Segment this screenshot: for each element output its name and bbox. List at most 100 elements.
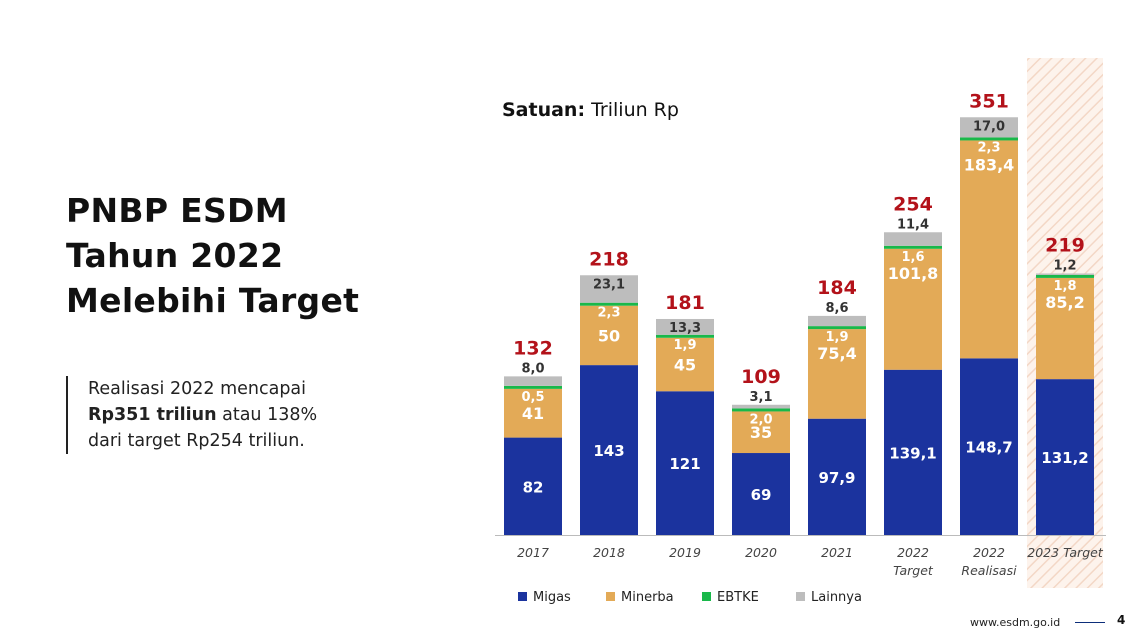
data-label-ebtke-1: 2,3 bbox=[597, 306, 620, 321]
total-label-4: 184 bbox=[817, 277, 857, 299]
total-label-7: 219 bbox=[1045, 234, 1085, 256]
bar-ebtke-4 bbox=[808, 326, 866, 330]
data-label-minerba-6: 183,4 bbox=[964, 155, 1015, 174]
bar-lainnya-6 bbox=[960, 117, 1018, 138]
bar-ebtke-2 bbox=[656, 334, 714, 338]
bar-minerba-1 bbox=[580, 305, 638, 366]
bar-migas-4 bbox=[808, 418, 866, 535]
data-label-migas-5: 139,1 bbox=[889, 444, 936, 462]
headline: PNBP ESDM Tahun 2022 Melebihi Target bbox=[66, 188, 396, 323]
legend-label-ebtke: EBTKE bbox=[717, 590, 759, 605]
page-number: 4 bbox=[1117, 613, 1126, 627]
data-label-ebtke-7: 1,8 bbox=[1053, 279, 1076, 294]
x-tick-label-3-0: 2020 bbox=[745, 545, 777, 560]
summary-line-3: dari target Rp254 triliun. bbox=[88, 431, 305, 451]
bar-minerba-4 bbox=[808, 329, 866, 419]
data-label-minerba-5: 101,8 bbox=[888, 264, 939, 283]
bar-ebtke-1 bbox=[580, 302, 638, 306]
bar-migas-0 bbox=[504, 437, 562, 535]
data-label-lainnya-1: 23,1 bbox=[593, 277, 625, 292]
bar-ebtke-5 bbox=[884, 245, 942, 249]
bar-minerba-0 bbox=[504, 388, 562, 438]
unit-label: Satuan: Triliun Rp bbox=[502, 99, 679, 121]
bar-lainnya-0 bbox=[504, 376, 562, 386]
x-tick-label-7-0: 2023 Target bbox=[1027, 545, 1104, 560]
summary-amount: Rp351 triliun bbox=[88, 405, 217, 425]
bar-lainnya-2 bbox=[656, 318, 714, 335]
headline-line-1: PNBP ESDM bbox=[66, 191, 288, 230]
bar-lainnya-5 bbox=[884, 232, 942, 246]
data-label-ebtke-4: 1,9 bbox=[825, 330, 848, 345]
data-label-migas-2: 121 bbox=[669, 455, 700, 473]
summary-text: Realisasi 2022 mencapai Rp351 triliun at… bbox=[66, 376, 388, 454]
bar-minerba-2 bbox=[656, 337, 714, 392]
x-tick-label-5-0: 2022 bbox=[897, 545, 929, 560]
bar-minerba-5 bbox=[884, 248, 942, 370]
total-label-5: 254 bbox=[893, 193, 933, 215]
bar-ebtke-7 bbox=[1036, 274, 1094, 278]
data-label-minerba-2: 45 bbox=[674, 356, 696, 375]
data-label-ebtke-3: 2,0 bbox=[749, 412, 772, 427]
data-label-ebtke-0: 0,5 bbox=[521, 390, 544, 405]
legend-label-lainnya: Lainnya bbox=[811, 590, 862, 605]
bar-ebtke-0 bbox=[504, 385, 562, 389]
bar-ebtke-3 bbox=[732, 408, 790, 412]
data-label-lainnya-5: 11,4 bbox=[897, 217, 929, 232]
data-label-migas-7: 131,2 bbox=[1041, 449, 1088, 467]
x-tick-label-5-1: Target bbox=[893, 563, 934, 578]
legend-swatch-minerba bbox=[606, 592, 615, 601]
x-tick-label-4-0: 2021 bbox=[821, 545, 853, 560]
bar-lainnya-1 bbox=[580, 275, 638, 303]
headline-line-3: Melebihi Target bbox=[66, 281, 360, 320]
data-label-migas-3: 69 bbox=[751, 486, 772, 504]
data-label-lainnya-4: 8,6 bbox=[825, 301, 848, 316]
legend-label-minerba: Minerba bbox=[621, 590, 674, 605]
total-label-3: 109 bbox=[741, 366, 781, 388]
unit-label-value: Triliun Rp bbox=[585, 99, 679, 121]
data-label-ebtke-2: 1,9 bbox=[673, 338, 696, 353]
data-label-ebtke-5: 1,6 bbox=[901, 250, 924, 265]
data-label-migas-6: 148,7 bbox=[965, 439, 1012, 457]
legend-swatch-lainnya bbox=[796, 592, 805, 601]
summary-percent: atau 138% bbox=[216, 405, 318, 425]
bar-minerba-3 bbox=[732, 411, 790, 454]
data-label-minerba-4: 75,4 bbox=[817, 344, 856, 363]
bar-migas-6 bbox=[960, 358, 1018, 535]
data-label-minerba-0: 41 bbox=[522, 404, 544, 423]
bar-minerba-7 bbox=[1036, 277, 1094, 380]
bar-migas-1 bbox=[580, 365, 638, 535]
bar-lainnya-3 bbox=[732, 404, 790, 409]
bar-migas-5 bbox=[884, 369, 942, 535]
unit-label-key: Satuan: bbox=[502, 99, 586, 121]
data-label-minerba-3: 35 bbox=[750, 423, 772, 442]
total-label-2: 181 bbox=[665, 292, 705, 314]
x-tick-label-0-0: 2017 bbox=[517, 545, 549, 560]
footer-url[interactable]: www.esdm.go.id bbox=[970, 616, 1061, 629]
x-tick-label-2-0: 2019 bbox=[669, 545, 701, 560]
data-label-migas-0: 82 bbox=[523, 478, 544, 496]
bar-ebtke-6 bbox=[960, 137, 1018, 141]
summary-line-1: Realisasi 2022 mencapai bbox=[88, 379, 307, 399]
bar-minerba-6 bbox=[960, 140, 1018, 359]
legend-swatch-ebtke bbox=[702, 592, 711, 601]
bar-migas-2 bbox=[656, 391, 714, 535]
total-label-6: 351 bbox=[969, 90, 1009, 112]
bar-migas-3 bbox=[732, 453, 790, 535]
data-label-ebtke-6: 2,3 bbox=[977, 140, 1000, 155]
data-label-minerba-1: 50 bbox=[598, 326, 620, 345]
footer-divider bbox=[1075, 622, 1105, 623]
data-label-migas-1: 143 bbox=[593, 442, 624, 460]
data-label-lainnya-2: 13,3 bbox=[669, 321, 701, 336]
total-label-1: 218 bbox=[589, 248, 629, 270]
data-label-lainnya-0: 8,0 bbox=[521, 361, 544, 376]
headline-line-2: Tahun 2022 bbox=[66, 236, 284, 275]
data-label-minerba-7: 85,2 bbox=[1045, 293, 1084, 312]
legend-swatch-migas bbox=[518, 592, 527, 601]
x-tick-label-1-0: 2018 bbox=[593, 545, 625, 560]
data-label-lainnya-3: 3,1 bbox=[749, 390, 772, 405]
bar-lainnya-4 bbox=[808, 315, 866, 327]
x-tick-label-6-0: 2022 bbox=[973, 545, 1005, 560]
summary-line-2: Rp351 triliun atau 138% bbox=[88, 402, 388, 428]
total-label-0: 132 bbox=[513, 337, 553, 359]
